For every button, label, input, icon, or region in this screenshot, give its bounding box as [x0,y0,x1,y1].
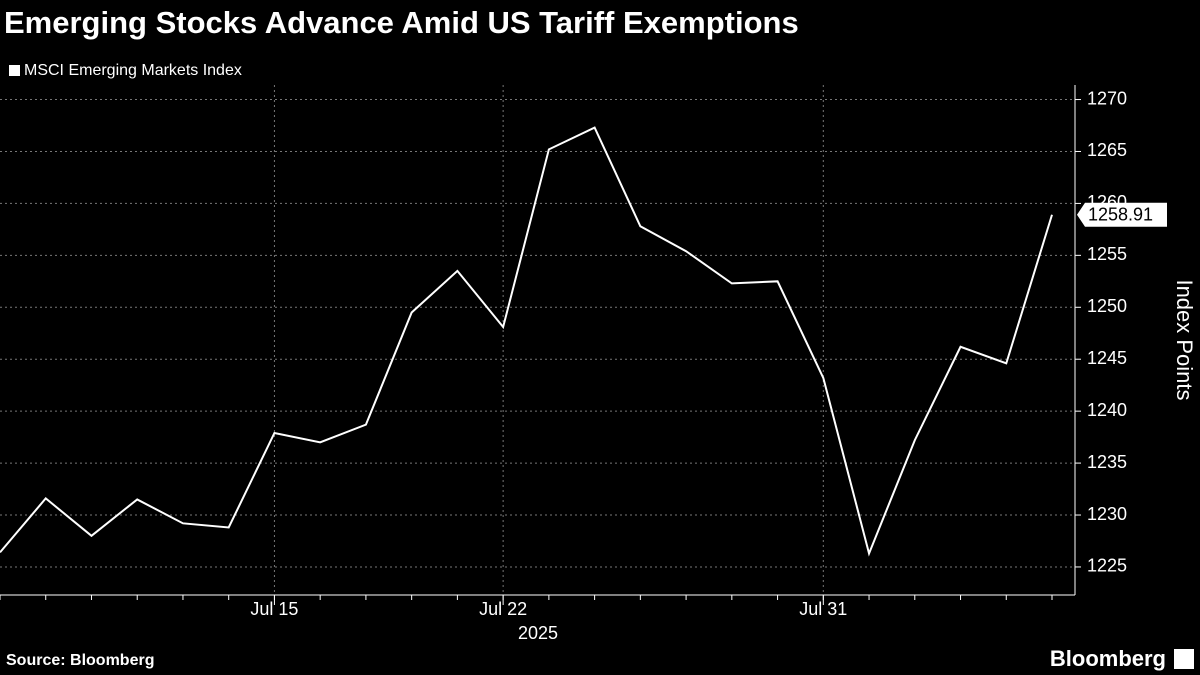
x-tick-label: Jul 22 [479,599,527,619]
last-value-box [1077,202,1167,227]
legend-label: MSCI Emerging Markets Index [24,62,242,79]
y-tick-label: 1250 [1087,296,1127,316]
brand-icon [1174,649,1194,669]
y-tick-label: 1270 [1087,88,1127,108]
y-tick-label: 1255 [1087,244,1127,264]
y-tick-label: 1245 [1087,348,1127,368]
legend-swatch [9,65,20,76]
x-tick-label: Jul 15 [250,599,298,619]
chart-title: Emerging Stocks Advance Amid US Tariff E… [4,5,799,40]
y-axis-label: Index Points [1172,279,1197,400]
y-tick-label: 1240 [1087,400,1127,420]
y-tick-label: 1230 [1087,504,1127,524]
last-value-label: 1258.91 [1088,204,1153,224]
source: Source: Bloomberg [6,652,154,669]
y-tick-label: 1235 [1087,452,1127,472]
y-tick-label: 1225 [1087,556,1127,576]
x-axis-sublabel: 2025 [518,623,558,643]
x-tick-label: Jul 31 [799,599,847,619]
y-tick-label: 1265 [1087,140,1127,160]
brand: Bloomberg [1050,646,1166,671]
series-line [0,126,1053,557]
